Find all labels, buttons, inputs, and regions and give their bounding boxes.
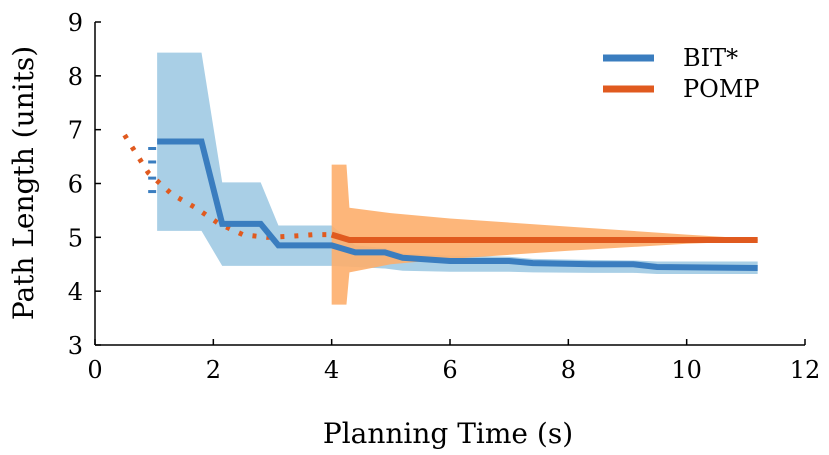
legend: BIT* POMP xyxy=(603,44,760,103)
y-tick-label: 5 xyxy=(68,224,83,252)
x-tick-label: 0 xyxy=(87,356,102,384)
y-tick-label: 4 xyxy=(68,278,83,306)
y-tick-label: 7 xyxy=(68,117,83,145)
x-tick-label: 2 xyxy=(206,356,221,384)
x-tick-label: 12 xyxy=(790,356,821,384)
line-pomp xyxy=(330,231,758,244)
band-bit-star xyxy=(157,52,758,274)
y-tick-label: 6 xyxy=(68,171,83,199)
confidence-bands xyxy=(157,52,758,305)
x-axis-label: Planning Time (s) xyxy=(323,417,573,450)
line-bit-star xyxy=(157,138,758,272)
y-tick-label: 3 xyxy=(68,332,83,360)
x-tick-label: 4 xyxy=(324,356,339,384)
axes: 0 2 4 6 8 10 12 3 4 5 6 7 8 9 xyxy=(68,9,821,384)
legend-label: BIT* xyxy=(683,44,738,72)
y-axis-label: Path Length (units) xyxy=(7,46,40,320)
x-tick-label: 10 xyxy=(671,356,702,384)
band-pomp xyxy=(331,164,758,305)
y-tick-label: 8 xyxy=(68,63,83,91)
x-tick-label: 6 xyxy=(442,356,457,384)
legend-label: POMP xyxy=(683,75,760,103)
series-lines xyxy=(122,133,758,272)
y-tick-label: 9 xyxy=(68,9,83,37)
x-tick-label: 8 xyxy=(561,356,576,384)
